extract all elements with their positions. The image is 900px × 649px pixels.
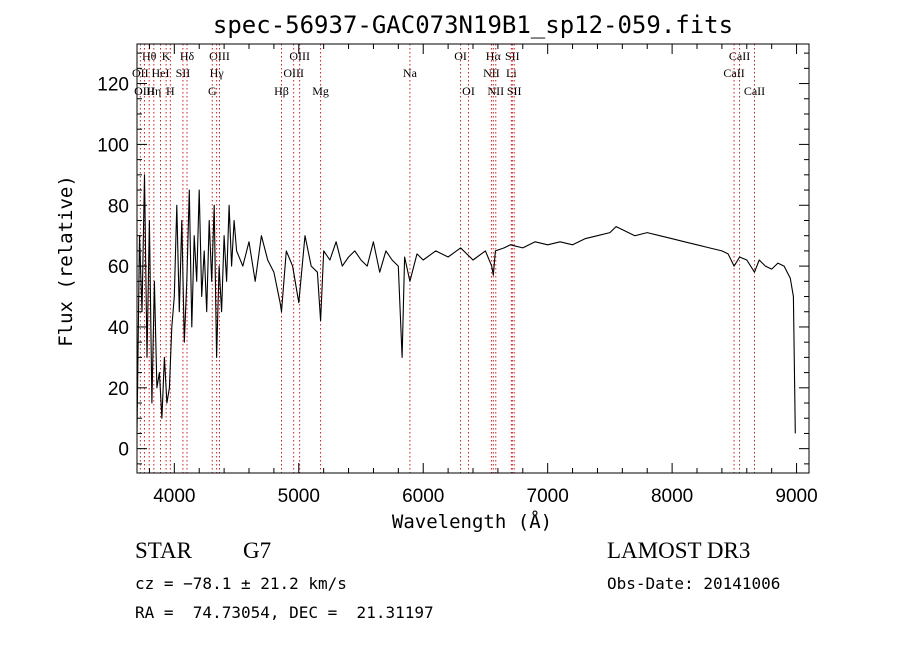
spectral-line-label: Mg: [312, 84, 329, 98]
y-axis-label: Flux (relative): [55, 175, 77, 347]
chart-title: spec-56937-GAC073N19B1_sp12-059.fits: [213, 11, 733, 39]
spectral-line-label: Hθ: [142, 49, 157, 63]
y-tick-label: 0: [118, 440, 129, 461]
spectral-line-label: OIII: [134, 84, 155, 98]
spectral-line-label: NII: [487, 84, 504, 98]
spectral-line-label: NII: [483, 66, 500, 80]
spectral-line-label: OIII: [289, 49, 310, 63]
spectral-line-label: CaII: [729, 49, 750, 63]
y-tick-label: 120: [97, 75, 129, 96]
y-tick-label: 80: [108, 196, 129, 217]
y-axis: 0 20 40 60 80 100 120: [97, 52, 809, 465]
x-tick-label: 4000: [153, 486, 195, 507]
spectral-line-label: Hα: [486, 49, 502, 63]
x-axis-label: Wavelength (Å): [392, 510, 552, 533]
spectral-line-label: OIII: [283, 66, 304, 80]
spectral-line-label: Hη: [146, 84, 161, 98]
spectral-line-label: H: [166, 84, 175, 98]
spectral-line-label: HeI: [152, 66, 170, 80]
spectral-line-label: CaII: [744, 84, 765, 98]
x-tick-label: 7000: [527, 486, 569, 507]
spectral-line-label: CaII: [723, 66, 744, 80]
object-class: STAR: [135, 538, 192, 563]
x-tick-label: 9000: [775, 486, 817, 507]
observation-date: Obs-Date: 20141006: [607, 574, 781, 593]
spectral-line-label: OIII: [209, 49, 230, 63]
spectral-line-label: SII: [505, 49, 520, 63]
spectral-line-label: SII: [176, 66, 191, 80]
y-tick-label: 20: [108, 379, 129, 400]
y-tick-label: 100: [97, 135, 129, 156]
spectral-line-label: Hδ: [180, 49, 195, 63]
series-line-spectrum: [136, 174, 796, 434]
spectral-line-label: Hγ: [210, 66, 225, 80]
x-tick-label: 5000: [278, 486, 320, 507]
spectral-line-label: G: [208, 84, 217, 98]
spectral-line-label: OI: [454, 49, 467, 63]
redshift-velocity: cz = −78.1 ± 21.2 km/s: [135, 574, 347, 593]
spectral-line-label: Hβ: [274, 84, 289, 98]
sky-coordinates: RA = 74.73054, DEC = 21.31197: [135, 603, 434, 622]
x-tick-label: 8000: [651, 486, 693, 507]
x-tick-label: 6000: [402, 486, 444, 507]
spectral-line-label: Li: [506, 66, 517, 80]
spectral-line-label: K: [162, 49, 171, 63]
plot-frame: [136, 43, 810, 474]
spectral-line-label: Na: [403, 66, 418, 80]
spectral-line-label: OI: [462, 84, 475, 98]
x-axis: 4000 5000 6000 7000 8000 9000: [148, 44, 818, 507]
spectral-line-label: SII: [507, 84, 522, 98]
y-tick-label: 40: [108, 318, 129, 339]
survey-release: LAMOST DR3: [607, 538, 751, 563]
object-subclass: G7: [243, 538, 272, 563]
series-layer: [136, 174, 796, 434]
y-tick-label: 60: [108, 257, 129, 278]
